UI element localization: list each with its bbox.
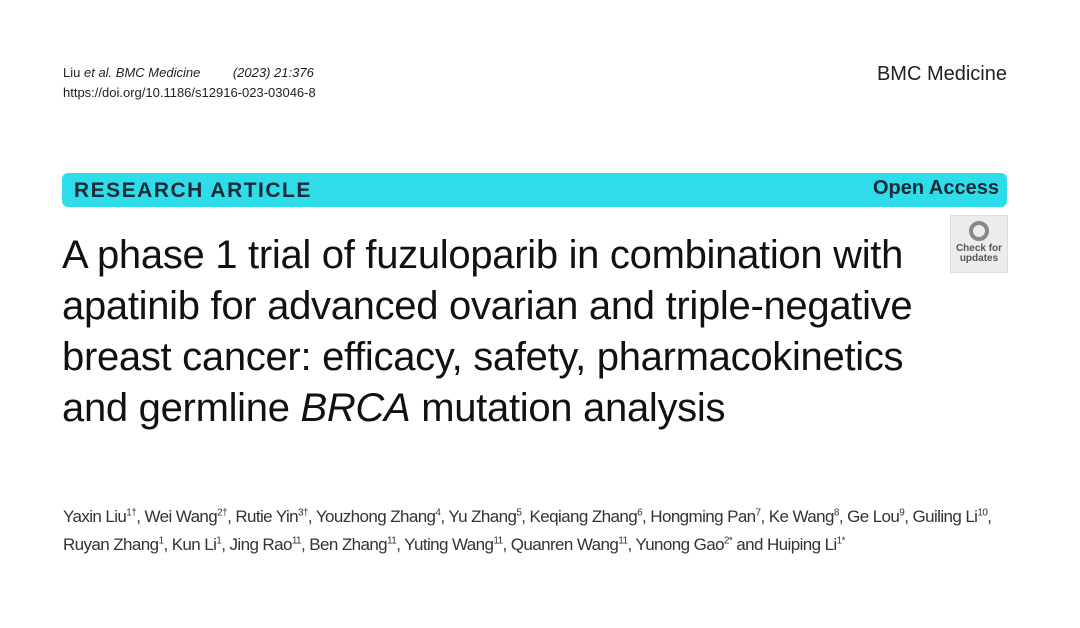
author-affiliation: 11 [291, 535, 302, 547]
author-separator: , [502, 535, 511, 554]
author-name: Rutie Yin [235, 507, 298, 526]
author-affiliation: 1 [158, 535, 164, 547]
author-affiliation: 11 [387, 535, 397, 547]
check-updates-icon [969, 221, 989, 241]
author-list: Yaxin Liu1†, Wei Wang2†, Rutie Yin3†, Yo… [63, 503, 1023, 559]
article-type: RESEARCH ARTICLE [74, 179, 312, 202]
author[interactable]: Ke Wang8, [769, 507, 847, 526]
author-separator: , [904, 507, 913, 526]
author[interactable]: Yaxin Liu1†, [63, 507, 144, 526]
check-for-updates-button[interactable]: Check for updates [950, 215, 1008, 273]
author-separator: , [642, 507, 651, 526]
author-name: Quanren Wang [510, 535, 619, 554]
title-text: A phase 1 trial of fuzuloparib in combin… [62, 233, 913, 430]
author-name: Hongming Pan [650, 507, 756, 526]
author-separator: , [163, 535, 172, 554]
author-affiliation: 1 [216, 535, 222, 547]
author[interactable]: Huiping Li1* [767, 535, 845, 554]
author-separator: , [760, 507, 769, 526]
cite-journal: BMC Medicine [115, 65, 201, 80]
open-access-label: Open Access [873, 177, 999, 199]
author-separator: , [301, 535, 310, 554]
article-type-banner: RESEARCH ARTICLE Open Access [62, 173, 1007, 207]
author-name: Ben Zhang [309, 535, 388, 554]
author-separator: , [136, 507, 145, 526]
author[interactable]: Quanren Wang11, [511, 535, 636, 554]
author-affiliation: 2† [217, 507, 228, 519]
author-name: Youzhong Zhang [315, 507, 436, 526]
doi-link[interactable]: https://doi.org/10.1186/s12916-023-03046… [63, 85, 316, 100]
check-updates-line2: updates [959, 253, 999, 264]
check-updates-line1: Check for [955, 243, 1003, 254]
article-title: A phase 1 trial of fuzuloparib in combin… [62, 230, 942, 434]
author-name: Wei Wang [144, 507, 218, 526]
author-affiliation: 1† [126, 507, 137, 519]
author-name: Kun Li [171, 535, 217, 554]
author[interactable]: Youzhong Zhang4, [316, 507, 448, 526]
cite-year-volume: (2023) 21:376 [232, 65, 314, 80]
author[interactable]: Guiling Li10, [912, 507, 992, 526]
author-affiliation: 2* [723, 535, 733, 547]
author-separator: and [732, 535, 767, 554]
author-affiliation: 8 [833, 507, 840, 519]
author-name: Ruyan Zhang [63, 535, 159, 554]
author-affiliation: 6 [637, 507, 643, 519]
author-affiliation: 4 [435, 507, 441, 519]
author-affiliation: 11 [493, 535, 503, 547]
author[interactable]: Yuting Wang11, [404, 535, 511, 554]
author-name: Yu Zhang [448, 507, 517, 526]
author-separator: , [987, 507, 992, 526]
author[interactable]: Ge Lou9, [847, 507, 912, 526]
author-affiliation: 7 [755, 507, 762, 519]
author-name: Huiping Li [767, 535, 837, 554]
author[interactable]: Ben Zhang11, [309, 535, 404, 554]
author-name: Ke Wang [768, 507, 835, 526]
author-name: Yaxin Liu [63, 507, 127, 526]
cite-etal: et al. [83, 65, 113, 80]
author[interactable]: Jing Rao11, [230, 535, 310, 554]
journal-name: BMC Medicine [876, 63, 1007, 85]
author[interactable]: Wei Wang2†, [144, 507, 235, 526]
author[interactable]: Keqiang Zhang6, [530, 507, 651, 526]
author-separator: , [307, 507, 316, 526]
title-italic: BRCA [300, 386, 411, 430]
author-affiliation: 9 [899, 507, 905, 519]
author-name: Yuting Wang [404, 535, 494, 554]
author-separator: , [221, 535, 230, 554]
author-separator: , [396, 535, 405, 554]
cite-author: Liu [63, 65, 81, 80]
author-separator: , [227, 507, 236, 526]
author-name: Jing Rao [229, 535, 293, 554]
author-affiliation: 1* [836, 535, 846, 547]
author-name: Guiling Li [912, 507, 978, 526]
author[interactable]: Yu Zhang5, [448, 507, 529, 526]
author-separator: , [838, 507, 848, 526]
citation: Liu et al. BMC Medicine (2023) 21:376 ht… [63, 63, 316, 103]
author-name: Keqiang Zhang [529, 507, 638, 526]
author[interactable]: Kun Li1, [172, 535, 230, 554]
author-separator: , [627, 535, 636, 554]
author-name: Ge Lou [847, 507, 900, 526]
author[interactable]: Yunong Gao2* and [635, 535, 767, 554]
author-affiliation: 3† [297, 507, 309, 519]
author-affiliation: 11 [618, 535, 628, 547]
author[interactable]: Hongming Pan7, [650, 507, 768, 526]
author-separator: , [521, 507, 530, 526]
author-name: Yunong Gao [635, 535, 724, 554]
author-separator: , [440, 507, 449, 526]
author[interactable]: Rutie Yin3†, [235, 507, 316, 526]
title-text-end: mutation analysis [410, 386, 726, 430]
author-affiliation: 5 [516, 507, 522, 519]
author-affiliation: 10 [977, 507, 988, 519]
author[interactable]: Ruyan Zhang1, [63, 535, 172, 554]
